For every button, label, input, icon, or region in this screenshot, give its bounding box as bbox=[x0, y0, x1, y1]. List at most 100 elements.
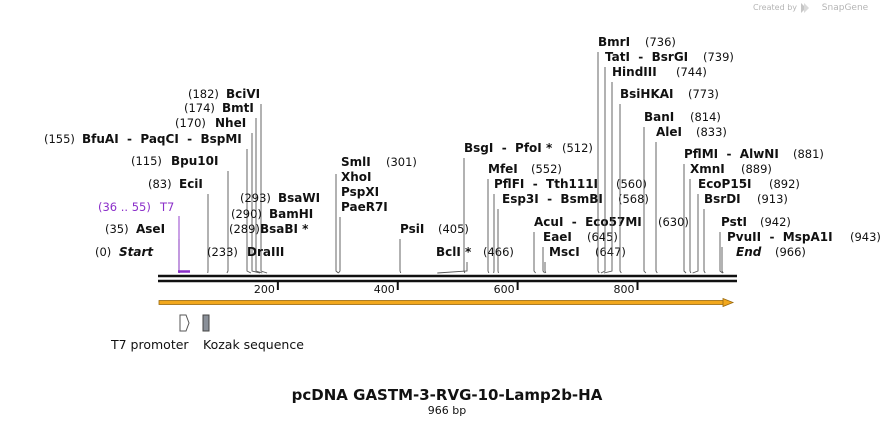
site-connector-line bbox=[178, 216, 181, 274]
kozak-box-icon bbox=[202, 314, 210, 332]
site-name[interactable]: EciI bbox=[179, 177, 203, 191]
site-name[interactable]: PflFI - Tth111I bbox=[494, 177, 598, 191]
site-connector-line bbox=[533, 232, 536, 274]
site-name[interactable]: TatI - BsrGI bbox=[605, 50, 688, 64]
site-connector-line bbox=[719, 232, 723, 274]
site-connector-line bbox=[721, 247, 724, 274]
site-bsawi: (293) BsaWI bbox=[240, 191, 320, 205]
site-start: (0) Start bbox=[95, 245, 154, 259]
site-name[interactable]: BsrDI bbox=[704, 192, 741, 206]
promoter-arrow-icon bbox=[179, 314, 190, 332]
ruler-tick-label: 600 bbox=[494, 283, 515, 296]
site-connector-line bbox=[542, 247, 545, 274]
site-psti: (942) PstI bbox=[719, 215, 791, 274]
site-position: (155) bbox=[44, 132, 75, 146]
site-name[interactable]: T7 bbox=[159, 200, 174, 214]
site-bsabi: (289) BsaBI * bbox=[229, 222, 309, 236]
site-connector-line bbox=[692, 194, 699, 274]
site-name[interactable]: BciVI bbox=[226, 87, 260, 101]
site-name[interactable]: BamHI bbox=[269, 207, 313, 221]
site-position: (881) bbox=[793, 147, 824, 161]
site-bmri: (736) BmrI bbox=[597, 35, 676, 274]
site-name[interactable]: BmtI bbox=[222, 101, 254, 115]
site-position: (36 .. 55) bbox=[98, 200, 151, 214]
site-connector-line bbox=[544, 262, 547, 274]
site-position: (773) bbox=[688, 87, 719, 101]
site-bcli: (466) BclI * bbox=[436, 245, 514, 274]
site-position: (466) bbox=[483, 245, 514, 259]
site-name[interactable]: BsgI - PfoI * bbox=[464, 141, 553, 155]
site-msci: (647) MscI bbox=[544, 245, 626, 274]
site-ecii: (83) EciI bbox=[148, 177, 209, 274]
site-name[interactable]: NheI bbox=[215, 116, 246, 130]
site-name[interactable]: EcoP15I bbox=[698, 177, 752, 191]
site-name[interactable]: XhoI bbox=[341, 170, 372, 184]
site-position: (645) bbox=[587, 230, 618, 244]
site-name[interactable]: EaeI bbox=[543, 230, 572, 244]
site-pspxi: PspXI bbox=[341, 185, 379, 199]
feature-label-t7-promoter: T7 promoter bbox=[110, 337, 189, 352]
site-name[interactable]: HindIII bbox=[612, 65, 657, 79]
site-name[interactable]: AcuI - Eco57MI bbox=[534, 215, 642, 229]
site-name[interactable]: MscI bbox=[549, 245, 580, 259]
site-name[interactable]: PaeR7I bbox=[341, 200, 388, 214]
site-connector-line bbox=[603, 82, 613, 274]
site-name[interactable]: PflMI - AlwNI bbox=[684, 147, 779, 161]
site-pvuii-mspa1i: (943) PvuII - MspA1I bbox=[721, 230, 881, 274]
site-name[interactable]: AleI bbox=[656, 125, 682, 139]
site-connector-line bbox=[437, 262, 468, 274]
site-name[interactable]: BmrI bbox=[598, 35, 630, 49]
ruler-tick-label: 800 bbox=[614, 283, 635, 296]
site-position: (182) bbox=[188, 87, 219, 101]
site-bcivi: (182) BciVI bbox=[188, 87, 268, 274]
plasmid-title: pcDNA GASTM-3-RVG-10-Lamp2b-HA bbox=[292, 386, 603, 404]
site-position: (943) bbox=[850, 230, 881, 244]
site-name[interactable]: AseI bbox=[136, 222, 165, 236]
site-name[interactable]: PstI bbox=[721, 215, 747, 229]
site-position: (833) bbox=[696, 125, 727, 139]
site-name[interactable]: Esp3I - BsmBI bbox=[502, 192, 603, 206]
plasmid-length: 966 bp bbox=[428, 404, 466, 417]
site-draiii: (233) DraIII bbox=[207, 245, 284, 259]
site-connector-line bbox=[399, 239, 402, 274]
site-alei: (833) AleI bbox=[655, 125, 727, 274]
site-connector-line bbox=[703, 209, 706, 274]
site-position: (568) bbox=[618, 192, 649, 206]
snapgene-logo-icon bbox=[801, 3, 809, 13]
site-connector-line bbox=[643, 127, 647, 274]
site-name[interactable]: BclI * bbox=[436, 245, 472, 259]
site-connector-line bbox=[255, 118, 263, 274]
site-name[interactable]: BfuAI - PaqCI - BspMI bbox=[82, 132, 242, 146]
site-name[interactable]: Start bbox=[119, 245, 154, 259]
site-asei: (35) AseI bbox=[105, 222, 180, 274]
site-name[interactable]: End bbox=[736, 245, 762, 259]
site-position: (174) bbox=[184, 101, 215, 115]
site-connector-line bbox=[487, 179, 490, 274]
site-position: (739) bbox=[703, 50, 734, 64]
site-name[interactable]: PsiI bbox=[400, 222, 424, 236]
site-position: (892) bbox=[769, 177, 800, 191]
site-t7: (36 .. 55) T7 bbox=[98, 200, 181, 274]
site-name[interactable]: XmnI bbox=[690, 162, 725, 176]
site-paer7i: PaeR7I bbox=[338, 200, 388, 274]
site-name[interactable]: BsaWI bbox=[278, 191, 320, 205]
ruler-tick-label: 200 bbox=[254, 283, 275, 296]
site-name[interactable]: BanI bbox=[644, 110, 674, 124]
site-position: (560) bbox=[616, 177, 647, 191]
site-bamhi: (290) BamHI bbox=[231, 207, 313, 221]
sequence-ruler: 200 400 600 800 bbox=[158, 270, 737, 296]
site-eaei: (645) EaeI bbox=[542, 230, 618, 274]
site-name[interactable]: SmlI bbox=[341, 155, 371, 169]
site-name[interactable]: BsiHKAI bbox=[620, 87, 674, 101]
site-psii: (405) PsiI bbox=[399, 222, 469, 274]
site-name[interactable]: Bpu10I bbox=[171, 154, 218, 168]
site-name[interactable]: MfeI bbox=[488, 162, 518, 176]
site-pflmi-alwni: (881) PflMI - AlwNI bbox=[683, 147, 824, 274]
site-name[interactable]: DraIII bbox=[247, 245, 284, 259]
site-position: (814) bbox=[690, 110, 721, 124]
site-name[interactable]: BsaBI * bbox=[260, 222, 309, 236]
site-connector-line bbox=[246, 149, 252, 274]
site-name[interactable]: PspXI bbox=[341, 185, 379, 199]
site-name[interactable]: PvuII - MspA1I bbox=[727, 230, 833, 244]
